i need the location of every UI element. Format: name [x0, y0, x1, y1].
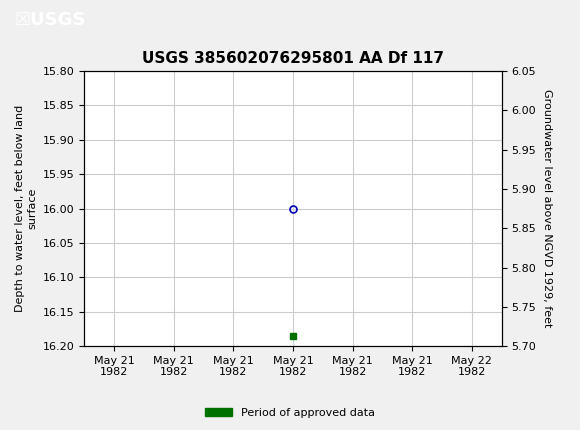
Text: ☒USGS: ☒USGS — [14, 12, 86, 29]
Legend: Period of approved data: Period of approved data — [200, 403, 380, 422]
Title: USGS 385602076295801 AA Df 117: USGS 385602076295801 AA Df 117 — [142, 51, 444, 66]
Y-axis label: Depth to water level, feet below land
surface: Depth to water level, feet below land su… — [16, 105, 37, 312]
Y-axis label: Groundwater level above NGVD 1929, feet: Groundwater level above NGVD 1929, feet — [542, 89, 552, 328]
